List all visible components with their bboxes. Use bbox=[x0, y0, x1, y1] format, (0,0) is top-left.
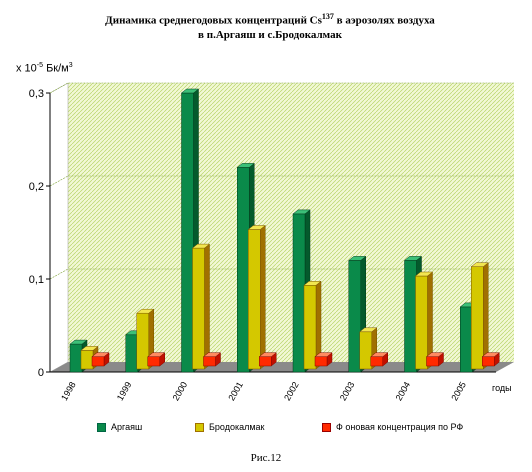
bar-top-argayash-2002 bbox=[292, 209, 311, 215]
chart-title: Динамика среднегодовых концентраций Cs13… bbox=[60, 10, 480, 42]
chart-title-line2: в п.Аргаяш и с.Бродокалмак bbox=[198, 28, 342, 41]
bar-argayash-2001 bbox=[237, 167, 250, 373]
bar-top-background-rf-1999 bbox=[147, 352, 166, 357]
bar-brodokalmak-2000 bbox=[192, 247, 205, 370]
legend-swatch-brodokalmak bbox=[195, 422, 204, 432]
chart-title-line1: Динамика среднегодовых концентраций Cs bbox=[105, 14, 322, 27]
bar-brodokalmak-2004 bbox=[415, 275, 428, 370]
bar-top-background-rf-1998 bbox=[91, 352, 110, 357]
plot-floor bbox=[50, 362, 514, 372]
bar-top-background-rf-2005 bbox=[481, 352, 500, 357]
gridline-2 bbox=[49, 175, 514, 187]
x-tick-label-2005: 2005 bbox=[449, 380, 468, 402]
plot-back-wall bbox=[68, 83, 514, 362]
gridline-1 bbox=[49, 268, 514, 280]
bar-top-background-rf-2001 bbox=[258, 352, 277, 357]
bar-argayash-2004 bbox=[404, 260, 417, 373]
bar-top-background-rf-2002 bbox=[314, 352, 333, 357]
y-unit-prefix: х 10 bbox=[16, 62, 37, 75]
bar-argayash-2003 bbox=[348, 260, 361, 373]
chart-title-line1-end: в аэрозолях воздуха bbox=[333, 14, 435, 27]
y-axis-unit-label: х 10-5 Бк/м3 bbox=[16, 62, 73, 75]
legend-item-background-rf: Ф оновая концентрация по РФ bbox=[322, 422, 463, 432]
bar-top-brodokalmak-2001 bbox=[247, 225, 266, 230]
legend-swatch-argayash bbox=[97, 422, 106, 432]
bar-top-brodokalmak-2003 bbox=[359, 327, 378, 333]
bar-argayash-1998 bbox=[69, 343, 83, 373]
legend-item-brodokalmak: Бродокалмак bbox=[195, 422, 265, 432]
plot-side-wall bbox=[49, 82, 69, 373]
legend-swatch-background-rf bbox=[322, 422, 331, 432]
bar-top-brodokalmak-2000 bbox=[191, 243, 211, 249]
bar-brodokalmak-1998 bbox=[80, 350, 94, 370]
y-unit-text: Бк/м bbox=[43, 62, 69, 75]
bar-background-rf-2005 bbox=[482, 356, 495, 367]
bar-argayash-2000 bbox=[181, 92, 194, 373]
bar-brodokalmak-2005 bbox=[471, 266, 484, 370]
x-tick-label-2003: 2003 bbox=[338, 380, 357, 402]
bar-argayash-1999 bbox=[125, 334, 138, 373]
bar-top-background-rf-2003 bbox=[370, 352, 389, 357]
bar-background-rf-2001 bbox=[259, 356, 272, 367]
bar-brodokalmak-2001 bbox=[248, 229, 261, 370]
bar-top-brodokalmak-2002 bbox=[303, 281, 322, 286]
y-tick-label-2: 0,2 bbox=[29, 181, 44, 193]
x-tick-label-2004: 2004 bbox=[394, 380, 413, 402]
bar-argayash-2002 bbox=[292, 213, 306, 373]
bar-top-argayash-2003 bbox=[348, 256, 367, 261]
bar-top-background-rf-2004 bbox=[425, 352, 445, 357]
y-unit-exp: -5 bbox=[36, 62, 44, 69]
y-tick-label-3: 0,3 bbox=[29, 88, 44, 100]
bar-background-rf-2003 bbox=[370, 356, 383, 367]
bar-top-argayash-1998 bbox=[69, 339, 88, 345]
bar-top-brodokalmak-1998 bbox=[80, 346, 99, 351]
legend-label-argayash: Аргаяш bbox=[111, 422, 143, 432]
chart-title-sup: 137 bbox=[321, 12, 334, 21]
x-tick-label-2000: 2000 bbox=[171, 380, 190, 402]
y-unit-unit-exp: 3 bbox=[68, 62, 73, 69]
x-axis-label: годы bbox=[492, 383, 512, 393]
bar-background-rf-2004 bbox=[426, 356, 439, 367]
bar-brodokalmak-2003 bbox=[359, 331, 372, 370]
bar-background-rf-2000 bbox=[203, 356, 216, 367]
x-tick-label-1998: 1998 bbox=[59, 380, 78, 402]
figure-caption: Рис.12 bbox=[250, 452, 282, 464]
bar-top-argayash-2000 bbox=[180, 88, 200, 94]
bar-top-background-rf-2000 bbox=[202, 352, 222, 357]
bar-top-argayash-2004 bbox=[403, 256, 423, 261]
bar-side-brodokalmak-2001 bbox=[260, 224, 266, 370]
legend-label-brodokalmak: Бродокалмак bbox=[209, 422, 265, 432]
x-tick-label-2002: 2002 bbox=[282, 380, 301, 402]
x-tick-label-1999: 1999 bbox=[115, 380, 134, 402]
legend-label-background-rf: Ф оновая концентрация по РФ bbox=[336, 422, 464, 432]
legend: Аргаяш Бродокалмак Ф оновая концентрация… bbox=[0, 422, 532, 436]
bar-background-rf-1999 bbox=[147, 356, 160, 367]
bar-top-brodokalmak-2005 bbox=[470, 262, 489, 267]
y-tick-label-1: 0,1 bbox=[29, 274, 44, 286]
legend-item-argayash: Аргаяш bbox=[97, 422, 142, 432]
bar-background-rf-1998 bbox=[91, 356, 105, 367]
bar-argayash-2005 bbox=[460, 306, 473, 373]
bar-top-argayash-2001 bbox=[236, 163, 255, 168]
bar-background-rf-2002 bbox=[314, 356, 328, 367]
bar-brodokalmak-2002 bbox=[303, 285, 317, 370]
bar-top-brodokalmak-1999 bbox=[136, 308, 155, 314]
y-tick-label-0: 0 bbox=[38, 367, 44, 379]
x-tick-label-2001: 2001 bbox=[226, 380, 245, 402]
bar-brodokalmak-1999 bbox=[136, 312, 149, 370]
gridline-3 bbox=[49, 82, 514, 94]
bar-top-brodokalmak-2004 bbox=[414, 271, 434, 277]
bar-side-brodokalmak-2000 bbox=[204, 243, 210, 370]
